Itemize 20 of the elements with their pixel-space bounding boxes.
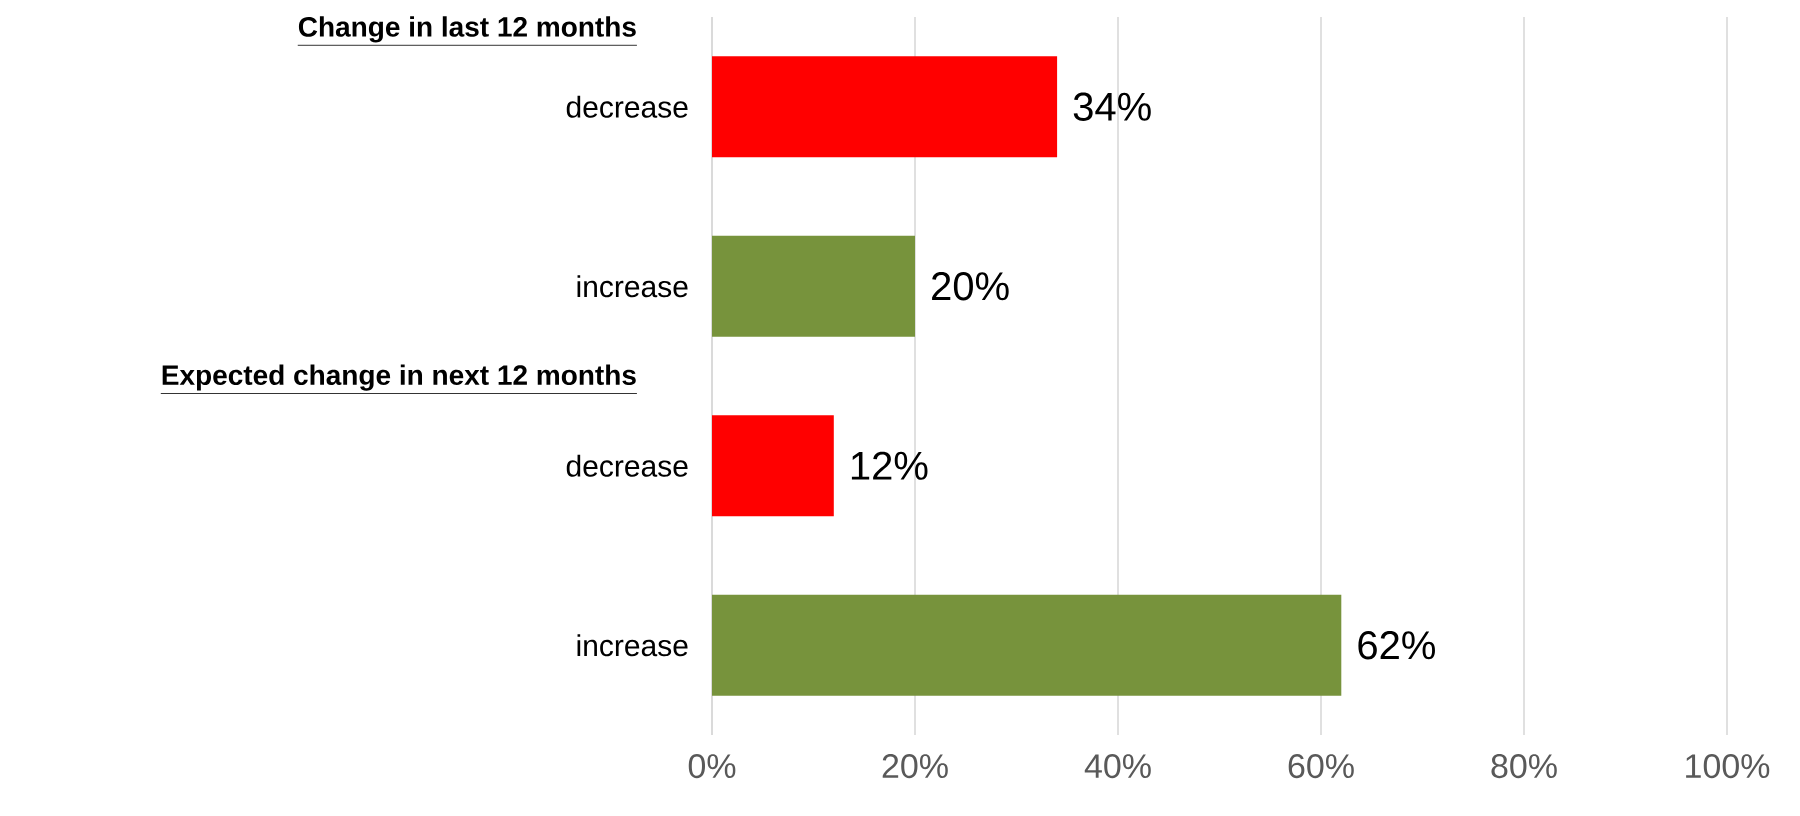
bar: [712, 235, 915, 337]
data-label: 12%: [851, 451, 928, 480]
x-tick-label: 20%: [882, 754, 948, 779]
x-tick-label: 60%: [1288, 754, 1354, 779]
text: Expected change in next 12 months: [162, 364, 636, 391]
x-tick-label: 80%: [1491, 754, 1557, 779]
bar: [712, 594, 1342, 696]
x-tick-label: 0%: [688, 754, 736, 779]
x-tick-label: 100%: [1686, 754, 1770, 779]
text: Change in last 12 months: [298, 16, 636, 43]
y-tick-label: increase: [577, 275, 688, 298]
y-tick-label: decrease: [566, 454, 688, 477]
x-tick-label: 40%: [1084, 754, 1151, 779]
data-label: 62%: [1358, 631, 1435, 660]
bar: [712, 56, 1058, 158]
y-tick-label: decrease: [566, 95, 688, 118]
data-label: 34%: [1073, 92, 1151, 121]
data-label: 20%: [932, 272, 1009, 301]
bar: [712, 415, 834, 517]
y-tick-label: increase: [577, 634, 688, 657]
